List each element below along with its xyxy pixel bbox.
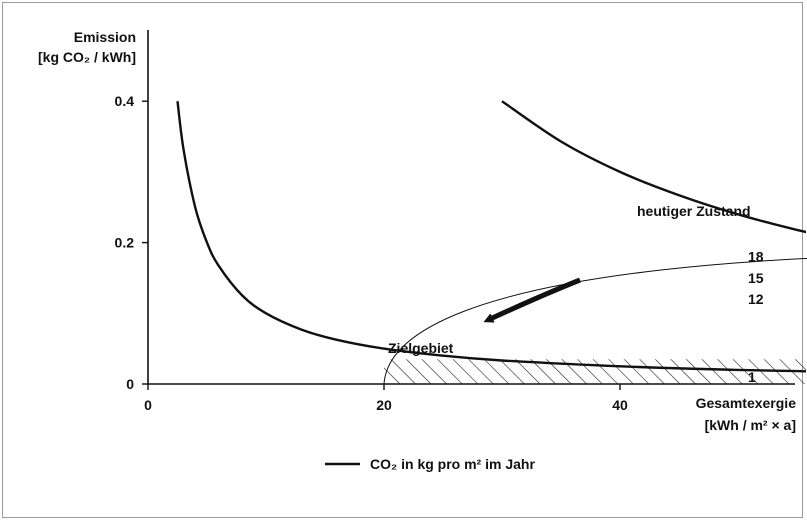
series-label-1: 1 <box>748 369 756 385</box>
series-line-12 <box>501 100 806 234</box>
x-axis-title: Gesamtexergie <box>696 395 797 411</box>
series-label-18: 18 <box>748 249 764 265</box>
x-tick-label: 0 <box>144 397 152 413</box>
x-axis-unit: [kWh / m² × a] <box>705 417 796 433</box>
legend-label: CO₂ in kg pro m² im Jahr <box>370 456 535 472</box>
series-label-15: 15 <box>748 270 764 286</box>
x-ticks: 020406080 <box>144 384 628 413</box>
series-label-12: 12 <box>748 291 764 307</box>
y-tick-label: 0 <box>126 376 134 392</box>
y-ticks: 0 0.2 0.4 <box>115 93 148 392</box>
y-tick-label: 0.4 <box>115 93 135 109</box>
y-axis-unit: [kg CO₂ / kWh] <box>38 49 136 65</box>
y-tick-label: 0.2 <box>115 235 135 251</box>
x-tick-label: 40 <box>612 397 628 413</box>
target-region-label: Zielgebiet <box>388 340 454 356</box>
hatched-band <box>384 359 806 384</box>
series-lines <box>176 100 806 373</box>
x-tick-label: 20 <box>376 397 392 413</box>
series-labels: 1 12 15 18 <box>748 249 764 385</box>
current-state-label: heutiger Zustand <box>637 203 751 219</box>
direction-arrow <box>483 277 581 323</box>
hatched-regions <box>384 359 806 384</box>
y-axis-title: Emission <box>74 29 136 45</box>
series-line-1 <box>176 101 806 373</box>
target-region-outline <box>383 257 807 385</box>
